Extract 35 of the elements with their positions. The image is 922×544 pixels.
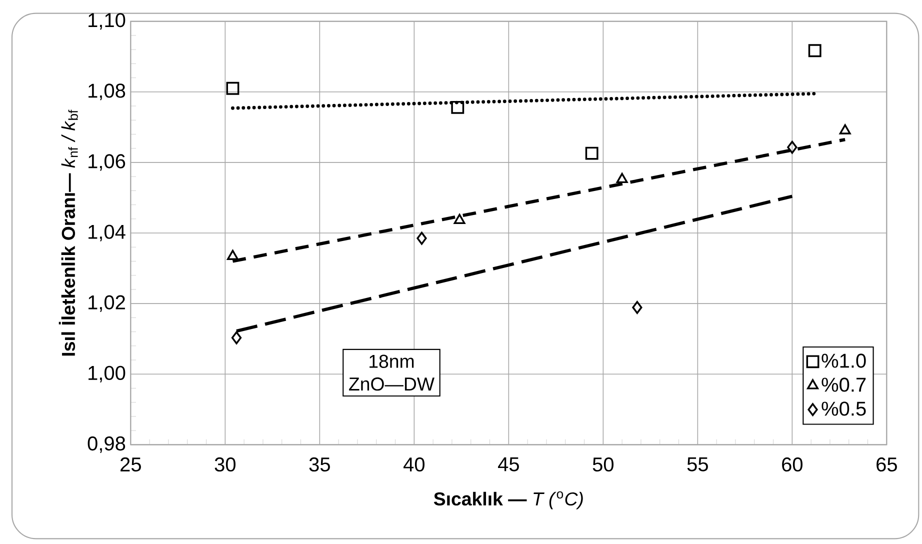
y-tick-label: 1,06 (88, 154, 126, 171)
point (226, 82, 240, 95)
point (416, 232, 427, 245)
y-tick-label: 1,08 (88, 84, 126, 100)
legend-label: %0.5 (822, 402, 866, 416)
point (231, 331, 242, 344)
point (454, 214, 466, 224)
y-axis-title: Isıl İletkenlik Oranı— k$_{nf}$ / k$_{bf}$ (58, 110, 78, 356)
point (839, 124, 851, 134)
point (616, 172, 628, 184)
point (227, 250, 238, 260)
y-tick-label: 0,98 (88, 436, 126, 453)
x-tick-label: 40 (404, 457, 424, 472)
point (808, 44, 822, 58)
x-tick-label: 60 (782, 457, 802, 472)
annotation: 18nm (370, 354, 414, 368)
y-tick-label: 1,02 (88, 295, 125, 312)
x-tick-label: 35 (309, 457, 330, 472)
y-tick-label: 1,04 (88, 224, 126, 242)
point (787, 140, 798, 154)
x-tick-label: 50 (592, 457, 614, 472)
point (451, 100, 464, 114)
x-axis-title: Sıcaklık — T ($^{o}$C) (434, 491, 583, 510)
point (585, 146, 598, 160)
y-tick-label: 1,00 (88, 366, 126, 382)
x-tick-label: 65 (876, 457, 897, 472)
x-tick-label: 55 (687, 457, 708, 472)
y-tick-label: 1,10 (88, 13, 126, 30)
legend-label: %0.7 (822, 378, 866, 392)
point (632, 300, 642, 314)
annotation: ZnO—DW (349, 377, 434, 391)
legend-label: %1.0 (822, 354, 866, 368)
x-tick-label: 30 (214, 457, 236, 472)
x-tick-label: 25 (120, 457, 141, 472)
x-tick-label: 45 (498, 457, 519, 472)
